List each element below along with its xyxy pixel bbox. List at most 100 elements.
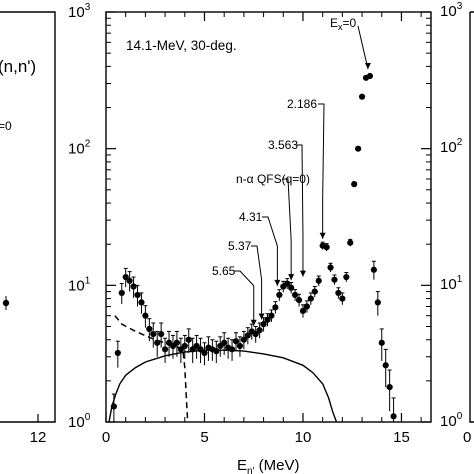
marker [307, 295, 314, 302]
main-panel: 0 5 10 15 100 101 102 103 Ex=0 2.186 3.563 n-α QF… [68, 2, 432, 474]
data-point [264, 313, 271, 327]
right-panel-y-tick-2: 102 [440, 137, 463, 156]
data-points [110, 72, 397, 422]
marker [118, 289, 125, 297]
data-point [221, 332, 228, 355]
x-axis-label-unit: (MeV) [255, 457, 300, 474]
marker [291, 291, 299, 299]
marker [146, 325, 153, 332]
data-point [339, 292, 346, 305]
marker [378, 339, 385, 346]
data-point [288, 281, 295, 294]
data-point [173, 330, 181, 357]
annotation-leader [234, 270, 255, 326]
left-panel-point [2, 299, 10, 307]
data-point [291, 289, 299, 301]
marker [236, 342, 244, 350]
annotation: Ex=0 [330, 16, 371, 70]
data-point [351, 181, 358, 188]
marker [232, 338, 240, 345]
left-panel-label: (n,n') [0, 57, 36, 76]
marker [228, 346, 236, 353]
data-point [386, 369, 393, 412]
data-point [197, 337, 204, 364]
annotation-leader [357, 25, 369, 70]
data-point [331, 274, 338, 285]
data-point [154, 330, 161, 357]
annotation-arrowhead [274, 279, 281, 286]
data-point [327, 262, 334, 273]
annotation: 5.37 [228, 239, 265, 320]
data-point [201, 342, 208, 366]
marker [158, 330, 165, 338]
plot-frame [105, 11, 432, 423]
annotation-label: 5.65 [212, 264, 236, 278]
annotation-leader [262, 216, 278, 286]
marker [185, 336, 192, 343]
data-point [303, 300, 311, 313]
marker [386, 384, 393, 391]
right-panel-y-tick-3: 103 [440, 1, 463, 20]
marker [295, 296, 303, 304]
data-point [382, 348, 389, 388]
marker [335, 289, 342, 297]
data-point [232, 332, 240, 352]
data-point [252, 325, 259, 343]
data-point [366, 72, 374, 80]
marker [197, 346, 204, 353]
data-point [374, 291, 381, 316]
annotation-label: 5.37 [228, 239, 252, 253]
y-tick-label: 101 [68, 275, 91, 294]
data-point [217, 336, 224, 357]
marker [110, 403, 117, 410]
annotation-label: n-α QFS(q=0) [236, 172, 310, 186]
data-point [295, 293, 303, 307]
marker [142, 312, 149, 319]
data-point [213, 340, 220, 364]
right-panel: 103 102 101 100 0 [440, 1, 474, 446]
annotation-leader [251, 245, 263, 320]
data-point [118, 283, 125, 305]
annotation-arrowhead [319, 232, 326, 239]
x-tick-label: 0 [102, 429, 110, 446]
data-point [142, 305, 149, 328]
y-axis: 100 101 102 103 [68, 2, 431, 431]
data-point [256, 322, 263, 339]
marker [276, 291, 283, 299]
right-panel-frame [469, 11, 474, 423]
x-tick-label: 5 [200, 429, 208, 446]
data-point [358, 93, 366, 100]
marker [161, 346, 169, 353]
data-point [307, 292, 314, 305]
data-point [390, 397, 397, 422]
x-axis-label: En' (MeV) [237, 457, 300, 474]
marker [327, 264, 334, 271]
marker [343, 273, 350, 281]
annotation-leader [296, 144, 304, 277]
x-axis: 0 5 10 15 [102, 12, 422, 446]
marker [288, 284, 295, 291]
annotation: 2.186 [287, 97, 326, 239]
annotation-leader [318, 103, 325, 239]
annotation-arrowhead [299, 270, 306, 277]
right-panel-x-tick-label: 0 [463, 429, 471, 446]
marker [331, 276, 338, 283]
marker [303, 303, 311, 310]
marker [382, 362, 389, 369]
annotation: 3.563 [268, 138, 306, 277]
annotation-label: 2.186 [287, 97, 317, 111]
marker [130, 283, 137, 290]
data-point [272, 301, 279, 314]
right-panel-y-tick-0: 100 [440, 411, 463, 430]
marker [201, 349, 208, 357]
marker [390, 413, 397, 420]
marker [358, 93, 366, 100]
marker [154, 339, 161, 346]
annotation-label: 4.31 [239, 210, 263, 224]
x-axis-label-main: E [237, 457, 247, 474]
marker [256, 327, 263, 334]
data-point [122, 267, 129, 288]
marker [355, 145, 362, 152]
annotation-label: 3.563 [268, 138, 298, 152]
